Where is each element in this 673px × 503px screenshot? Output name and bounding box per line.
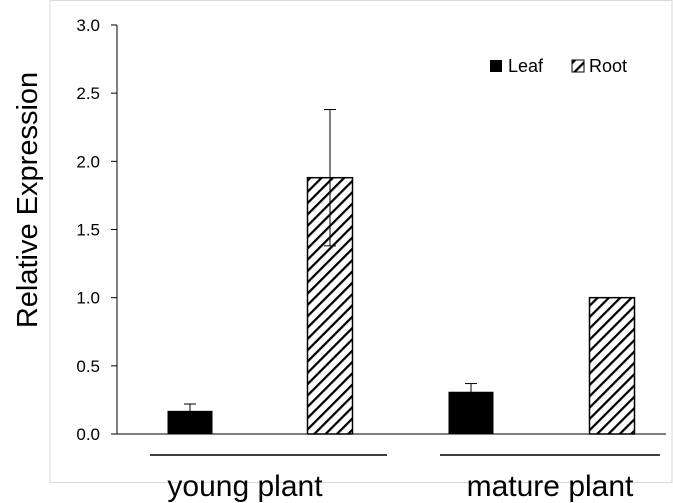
y-tick-label: 0.5 xyxy=(76,357,100,376)
bar-root-mature xyxy=(588,296,636,435)
bars xyxy=(167,109,636,435)
legend-swatch-root xyxy=(571,59,585,73)
y-tick-label: 3.0 xyxy=(76,16,100,35)
y-tick-label: 0.0 xyxy=(76,425,100,444)
error-bar-root-young xyxy=(324,109,336,247)
y-axis-label: Relative Expression xyxy=(12,72,44,328)
error-bar-leaf-mature xyxy=(465,383,477,401)
y-axis-ticks: 0.0 0.5 1.0 1.5 2.0 2.5 3.0 xyxy=(76,16,117,444)
chart-outer-border xyxy=(49,0,673,483)
legend-label-leaf: Leaf xyxy=(508,56,544,76)
y-tick-label: 1.0 xyxy=(76,289,100,308)
legend-label-root: Root xyxy=(589,56,627,76)
y-tick-label: 1.5 xyxy=(76,221,100,240)
legend-swatch-leaf xyxy=(490,60,502,72)
y-tick-label: 2.0 xyxy=(76,152,100,171)
category-label-mature: mature plant xyxy=(467,470,634,503)
y-tick-label: 2.5 xyxy=(76,84,100,103)
legend: Leaf Root xyxy=(490,56,627,76)
bar-leaf-young xyxy=(167,410,213,434)
error-bar-leaf-young xyxy=(184,403,196,419)
category-label-young: young plant xyxy=(167,470,323,503)
